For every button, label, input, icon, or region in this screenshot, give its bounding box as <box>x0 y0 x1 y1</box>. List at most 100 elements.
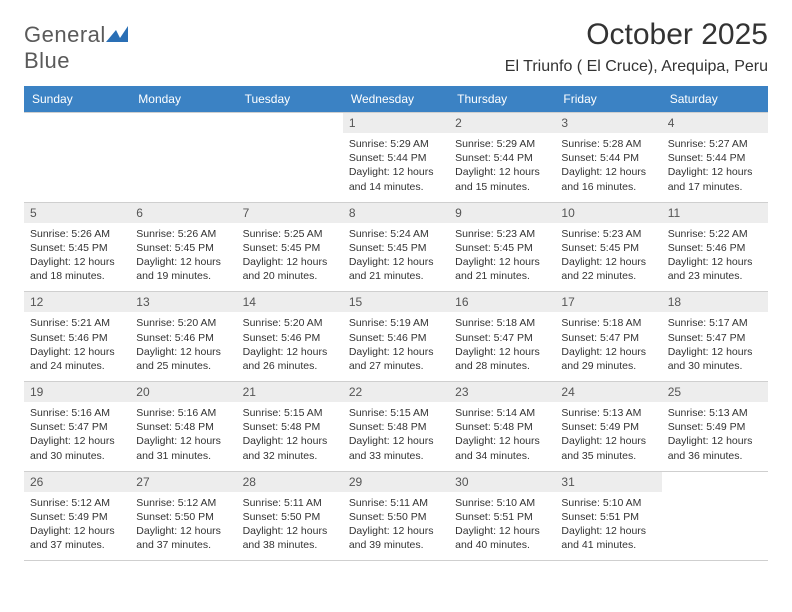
calendar-cell: 24 Sunrise: 5:13 AMSunset: 5:49 PMDayligh… <box>555 382 661 471</box>
day-header-row: Sunday Monday Tuesday Wednesday Thursday… <box>24 86 768 112</box>
cell-text: Sunrise: 5:17 AMSunset: 5:47 PMDaylight:… <box>668 316 762 373</box>
day-number: 12 <box>24 292 130 312</box>
cell-text: Sunrise: 5:13 AMSunset: 5:49 PMDaylight:… <box>668 406 762 463</box>
week-row: 1 Sunrise: 5:29 AMSunset: 5:44 PMDaylight… <box>24 112 768 202</box>
day-header: Sunday <box>24 86 130 112</box>
day-number: 7 <box>237 203 343 223</box>
day-number: 31 <box>555 472 661 492</box>
calendar-cell <box>237 113 343 202</box>
calendar-cell: 21 Sunrise: 5:15 AMSunset: 5:48 PMDayligh… <box>237 382 343 471</box>
day-number: 19 <box>24 382 130 402</box>
day-number: 22 <box>343 382 449 402</box>
day-number: 5 <box>24 203 130 223</box>
calendar-cell: 8 Sunrise: 5:24 AMSunset: 5:45 PMDaylight… <box>343 203 449 292</box>
cell-text: Sunrise: 5:10 AMSunset: 5:51 PMDaylight:… <box>561 496 655 553</box>
cell-text: Sunrise: 5:19 AMSunset: 5:46 PMDaylight:… <box>349 316 443 373</box>
calendar-cell: 19 Sunrise: 5:16 AMSunset: 5:47 PMDayligh… <box>24 382 130 471</box>
cell-text: Sunrise: 5:13 AMSunset: 5:49 PMDaylight:… <box>561 406 655 463</box>
calendar-cell: 10 Sunrise: 5:23 AMSunset: 5:45 PMDayligh… <box>555 203 661 292</box>
cell-text: Sunrise: 5:14 AMSunset: 5:48 PMDaylight:… <box>455 406 549 463</box>
calendar-cell: 5 Sunrise: 5:26 AMSunset: 5:45 PMDaylight… <box>24 203 130 292</box>
calendar-cell: 15Sunrise: 5:19 AMSunset: 5:46 PMDayligh… <box>343 292 449 381</box>
calendar-cell: 12 Sunrise: 5:21 AMSunset: 5:46 PMDayligh… <box>24 292 130 381</box>
day-header: Saturday <box>662 86 768 112</box>
day-number: 4 <box>662 113 768 133</box>
week-row: 5 Sunrise: 5:26 AMSunset: 5:45 PMDaylight… <box>24 202 768 292</box>
cell-text: Sunrise: 5:12 AMSunset: 5:49 PMDaylight:… <box>30 496 124 553</box>
day-number: 2 <box>449 113 555 133</box>
day-number: 29 <box>343 472 449 492</box>
calendar-cell: 11Sunrise: 5:22 AMSunset: 5:46 PMDayligh… <box>662 203 768 292</box>
cell-text: Sunrise: 5:16 AMSunset: 5:48 PMDaylight:… <box>136 406 230 463</box>
cell-text: Sunrise: 5:27 AMSunset: 5:44 PMDaylight:… <box>668 137 762 194</box>
day-header: Thursday <box>449 86 555 112</box>
day-number: 30 <box>449 472 555 492</box>
day-number: 13 <box>130 292 236 312</box>
calendar-cell: 30 Sunrise: 5:10 AMSunset: 5:51 PMDayligh… <box>449 472 555 561</box>
calendar-cell <box>662 472 768 561</box>
logo-text: General Blue <box>24 22 128 74</box>
day-header: Wednesday <box>343 86 449 112</box>
day-header: Monday <box>130 86 236 112</box>
cell-text: Sunrise: 5:10 AMSunset: 5:51 PMDaylight:… <box>455 496 549 553</box>
calendar-cell: 18 Sunrise: 5:17 AMSunset: 5:47 PMDayligh… <box>662 292 768 381</box>
calendar-cell: 25Sunrise: 5:13 AMSunset: 5:49 PMDayligh… <box>662 382 768 471</box>
day-number: 1 <box>343 113 449 133</box>
cell-text: Sunrise: 5:26 AMSunset: 5:45 PMDaylight:… <box>136 227 230 284</box>
cell-text: Sunrise: 5:11 AMSunset: 5:50 PMDaylight:… <box>349 496 443 553</box>
day-number: 28 <box>237 472 343 492</box>
cell-text: Sunrise: 5:18 AMSunset: 5:47 PMDaylight:… <box>561 316 655 373</box>
calendar-cell: 13 Sunrise: 5:20 AMSunset: 5:46 PMDayligh… <box>130 292 236 381</box>
calendar-cell: 27Sunrise: 5:12 AMSunset: 5:50 PMDayligh… <box>130 472 236 561</box>
calendar-cell: 29 Sunrise: 5:11 AMSunset: 5:50 PMDayligh… <box>343 472 449 561</box>
calendar-cell: 2 Sunrise: 5:29 AMSunset: 5:44 PMDaylight… <box>449 113 555 202</box>
calendar-cell: 28 Sunrise: 5:11 AMSunset: 5:50 PMDayligh… <box>237 472 343 561</box>
logo-word1: General <box>24 22 106 47</box>
logo-mark-icon <box>106 26 128 42</box>
day-number: 23 <box>449 382 555 402</box>
logo-word2: Blue <box>24 48 70 73</box>
cell-text: Sunrise: 5:16 AMSunset: 5:47 PMDaylight:… <box>30 406 124 463</box>
cell-text: Sunrise: 5:25 AMSunset: 5:45 PMDaylight:… <box>243 227 337 284</box>
day-number: 21 <box>237 382 343 402</box>
day-header: Friday <box>555 86 661 112</box>
day-number: 8 <box>343 203 449 223</box>
day-number: 18 <box>662 292 768 312</box>
calendar-cell: 1Sunrise: 5:29 AMSunset: 5:44 PMDaylight… <box>343 113 449 202</box>
calendar-cell: 16 Sunrise: 5:18 AMSunset: 5:47 PMDayligh… <box>449 292 555 381</box>
calendar: Sunday Monday Tuesday Wednesday Thursday… <box>24 86 768 561</box>
week-row: 19 Sunrise: 5:16 AMSunset: 5:47 PMDayligh… <box>24 381 768 471</box>
calendar-cell: 26 Sunrise: 5:12 AMSunset: 5:49 PMDayligh… <box>24 472 130 561</box>
cell-text: Sunrise: 5:11 AMSunset: 5:50 PMDaylight:… <box>243 496 337 553</box>
calendar-cell: 22Sunrise: 5:15 AMSunset: 5:48 PMDayligh… <box>343 382 449 471</box>
cell-text: Sunrise: 5:22 AMSunset: 5:46 PMDaylight:… <box>668 227 762 284</box>
cell-text: Sunrise: 5:29 AMSunset: 5:44 PMDaylight:… <box>455 137 549 194</box>
calendar-cell <box>24 113 130 202</box>
day-number: 17 <box>555 292 661 312</box>
calendar-cell: 6Sunrise: 5:26 AMSunset: 5:45 PMDaylight… <box>130 203 236 292</box>
cell-text: Sunrise: 5:20 AMSunset: 5:46 PMDaylight:… <box>136 316 230 373</box>
week-row: 26 Sunrise: 5:12 AMSunset: 5:49 PMDayligh… <box>24 471 768 562</box>
cell-text: Sunrise: 5:21 AMSunset: 5:46 PMDaylight:… <box>30 316 124 373</box>
cell-text: Sunrise: 5:18 AMSunset: 5:47 PMDaylight:… <box>455 316 549 373</box>
cell-text: Sunrise: 5:26 AMSunset: 5:45 PMDaylight:… <box>30 227 124 284</box>
day-number: 27 <box>130 472 236 492</box>
calendar-cell: 31 Sunrise: 5:10 AMSunset: 5:51 PMDayligh… <box>555 472 661 561</box>
day-number: 26 <box>24 472 130 492</box>
cell-text: Sunrise: 5:20 AMSunset: 5:46 PMDaylight:… <box>243 316 337 373</box>
cell-text: Sunrise: 5:15 AMSunset: 5:48 PMDaylight:… <box>243 406 337 463</box>
calendar-cell: 4 Sunrise: 5:27 AMSunset: 5:44 PMDaylight… <box>662 113 768 202</box>
cell-text: Sunrise: 5:23 AMSunset: 5:45 PMDaylight:… <box>561 227 655 284</box>
logo: General Blue <box>24 22 128 74</box>
day-number: 14 <box>237 292 343 312</box>
day-number: 16 <box>449 292 555 312</box>
cell-text: Sunrise: 5:24 AMSunset: 5:45 PMDaylight:… <box>349 227 443 284</box>
weeks-container: 1 Sunrise: 5:29 AMSunset: 5:44 PMDaylight… <box>24 112 768 561</box>
day-number: 24 <box>555 382 661 402</box>
calendar-cell: 20 Sunrise: 5:16 AMSunset: 5:48 PMDayligh… <box>130 382 236 471</box>
calendar-cell: 23 Sunrise: 5:14 AMSunset: 5:48 PMDayligh… <box>449 382 555 471</box>
day-number: 9 <box>449 203 555 223</box>
calendar-cell <box>130 113 236 202</box>
day-number: 10 <box>555 203 661 223</box>
day-number: 20 <box>130 382 236 402</box>
